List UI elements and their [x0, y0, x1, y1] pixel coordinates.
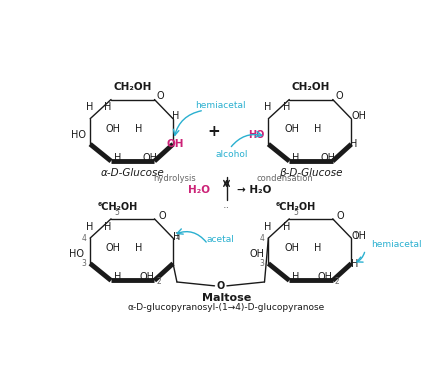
Text: H: H [86, 102, 93, 112]
Text: H: H [104, 102, 112, 112]
Text: H: H [104, 222, 112, 231]
Text: OH: OH [139, 272, 154, 282]
Text: α-D-Glucose: α-D-Glucose [101, 168, 164, 178]
Text: OH: OH [351, 111, 366, 122]
Text: ..: .. [223, 200, 230, 210]
Text: H: H [292, 272, 299, 282]
Text: 2: 2 [335, 277, 340, 287]
Text: HO: HO [248, 130, 265, 140]
Text: condensation: condensation [257, 174, 313, 183]
Text: alcohol: alcohol [216, 150, 248, 160]
Text: CH₂OH: CH₂OH [114, 82, 152, 92]
Text: acetal: acetal [206, 235, 234, 244]
Text: 1: 1 [353, 232, 358, 241]
Text: 3: 3 [260, 259, 265, 268]
Text: 5: 5 [115, 208, 120, 217]
Text: H: H [282, 102, 290, 112]
Text: H: H [292, 153, 299, 163]
Text: OH: OH [317, 272, 332, 282]
Text: OH: OH [106, 243, 121, 253]
Text: O: O [337, 211, 344, 221]
Text: H: H [264, 222, 271, 231]
Text: OH: OH [249, 249, 264, 259]
Text: 4: 4 [81, 234, 86, 242]
Text: H: H [313, 243, 321, 253]
Text: H: H [351, 258, 359, 269]
Text: H: H [114, 153, 121, 163]
Text: H: H [350, 139, 357, 149]
Text: H: H [86, 222, 93, 231]
Text: H: H [264, 102, 271, 112]
Text: O: O [217, 281, 225, 291]
Text: OH: OH [351, 231, 366, 241]
Text: CH₂OH: CH₂OH [292, 82, 330, 92]
Text: H₂O: H₂O [187, 185, 210, 195]
Text: OH: OH [106, 124, 121, 134]
Text: hemiacetal: hemiacetal [371, 240, 422, 249]
Text: 2: 2 [157, 277, 161, 287]
Text: β-D-Glucose: β-D-Glucose [279, 168, 343, 178]
Text: +: + [208, 124, 221, 139]
Text: α-D-glucopyranosyl-(1→4)-D-glucopyranose: α-D-glucopyranosyl-(1→4)-D-glucopyranose [128, 303, 325, 312]
Text: ⁶CH₂OH: ⁶CH₂OH [97, 201, 137, 212]
Text: hydrolysis: hydrolysis [153, 174, 196, 183]
Text: 3: 3 [81, 259, 86, 268]
Text: O: O [158, 211, 166, 221]
Text: H: H [114, 272, 121, 282]
Text: H: H [282, 222, 290, 231]
Text: OH: OH [320, 153, 335, 163]
Text: 1: 1 [175, 232, 179, 241]
Text: H: H [173, 231, 181, 242]
Text: → H₂O: → H₂O [237, 185, 272, 195]
Text: OH: OH [167, 139, 184, 149]
Text: 4: 4 [260, 234, 265, 242]
Text: O: O [157, 92, 164, 101]
Text: ⁶CH₂OH: ⁶CH₂OH [275, 201, 316, 212]
Text: 5: 5 [293, 208, 298, 217]
Text: OH: OH [284, 243, 299, 253]
Text: H: H [135, 243, 143, 253]
Text: H: H [135, 124, 143, 134]
Text: Maltose: Maltose [202, 293, 251, 303]
Text: HO: HO [69, 249, 84, 259]
Text: OH: OH [284, 124, 299, 134]
Text: O: O [335, 92, 343, 101]
Text: OH: OH [142, 153, 157, 163]
Text: hemiacetal: hemiacetal [195, 101, 246, 110]
Text: HO: HO [71, 130, 86, 140]
Text: H: H [313, 124, 321, 134]
Text: H: H [171, 111, 179, 122]
